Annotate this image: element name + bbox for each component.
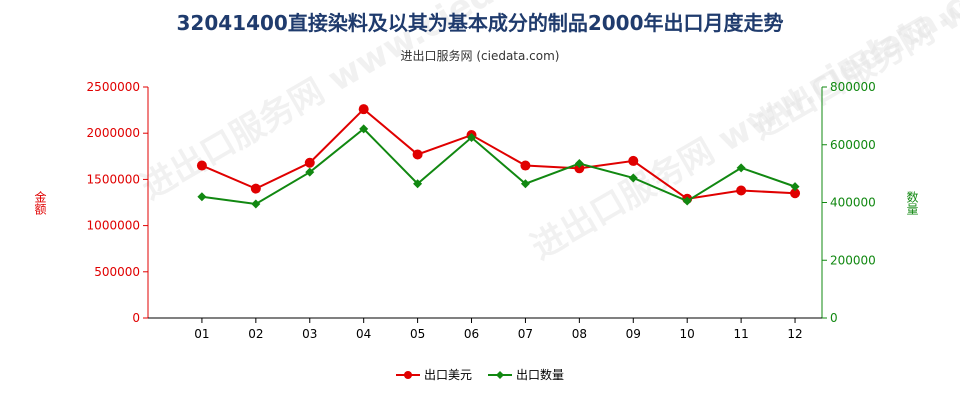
legend-marker (496, 371, 504, 379)
y-left-tick-label: 1500000 (87, 172, 140, 186)
legend: 出口美元 出口数量 (396, 367, 564, 382)
y-right-tick-label: 800000 (830, 80, 876, 94)
data-point-export-usd (359, 104, 369, 114)
chart-title: 32041400直接染料及以其为基本成分的制品2000年出口月度走势 (177, 11, 784, 35)
y-right-tick-label: 600000 (830, 138, 876, 152)
x-tick-label: 12 (787, 327, 802, 341)
data-point-export-quantity (251, 199, 260, 208)
data-point-export-usd (413, 149, 423, 159)
data-point-export-usd (251, 184, 261, 194)
legend-label: 出口美元 (424, 368, 472, 382)
y-right-axis-label: 数量 (905, 190, 919, 215)
legend-marker (404, 371, 412, 379)
y-left-tick-label: 0 (132, 311, 140, 325)
x-tick-label: 10 (680, 327, 695, 341)
data-point-export-usd (520, 161, 530, 171)
x-tick-label: 06 (464, 327, 479, 341)
x-tick-label: 01 (194, 327, 209, 341)
x-tick-label: 03 (302, 327, 317, 341)
y-left-axis-label: 金额 (33, 190, 47, 216)
chart-subtitle: 进出口服务网 (ciedata.com) (401, 48, 560, 63)
x-tick-label: 02 (248, 327, 263, 341)
x-tick-label: 11 (733, 327, 748, 341)
x-tick-label: 08 (572, 327, 587, 341)
y-left-tick-label: 2500000 (87, 80, 140, 94)
y-left-tick-label: 2000000 (87, 126, 140, 140)
data-point-export-usd (628, 156, 638, 166)
data-point-export-quantity (197, 192, 206, 201)
x-tick-label: 05 (410, 327, 425, 341)
y-right-tick-label: 200000 (830, 253, 876, 267)
data-point-export-usd (197, 161, 207, 171)
legend-label: 出口数量 (516, 367, 564, 382)
y-right-tick-label: 0 (830, 311, 838, 325)
x-tick-label: 04 (356, 327, 371, 341)
x-tick-label: 09 (626, 327, 641, 341)
y-left-tick-label: 500000 (94, 265, 140, 279)
y-right-tick-label: 400000 (830, 196, 876, 210)
data-point-export-usd (736, 185, 746, 195)
x-tick-label: 07 (518, 327, 533, 341)
data-point-export-quantity (737, 163, 746, 172)
y-left-tick-label: 1000000 (87, 219, 140, 233)
data-point-export-usd (305, 158, 315, 168)
